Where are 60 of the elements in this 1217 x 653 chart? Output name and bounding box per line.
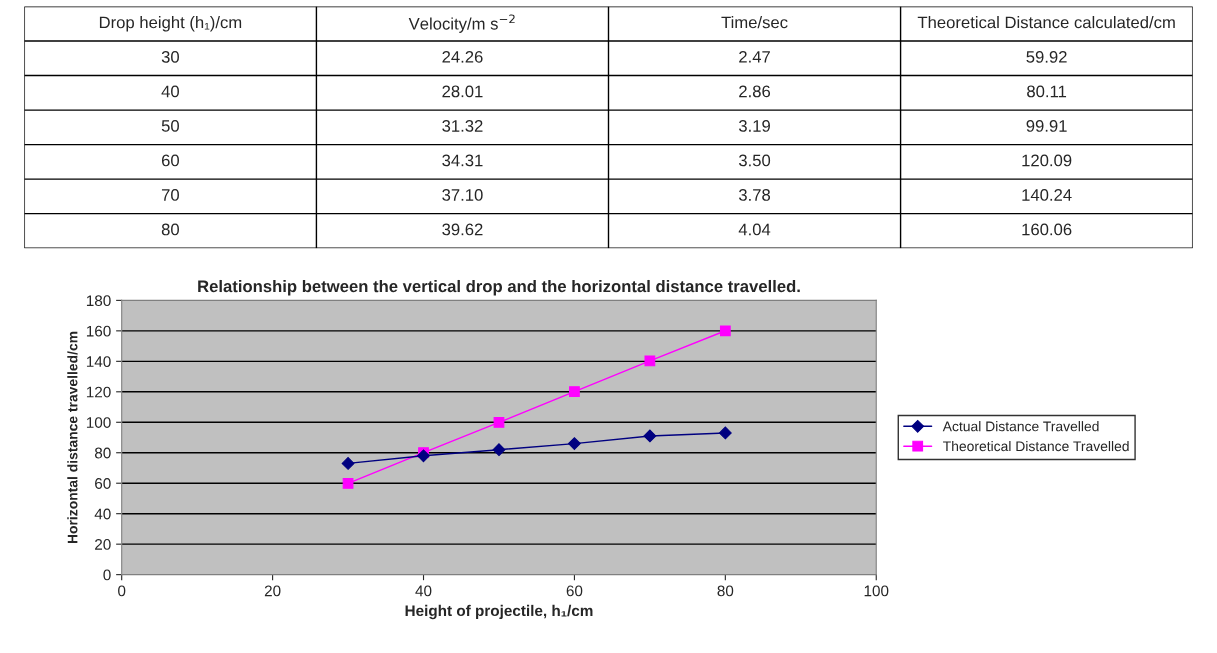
y-tick-label: 40: [94, 508, 111, 520]
text: 28.01: [442, 85, 483, 98]
text: 37.10: [442, 189, 483, 201]
y-tick-label: 100: [86, 417, 111, 428]
text: 4.04: [738, 223, 771, 236]
text: 24.26: [442, 50, 483, 63]
legend-label: Theoretical Distance Travelled: [943, 440, 1129, 452]
text: Theoretical Distance calculated/cm: [917, 16, 1175, 29]
chart-title: Relationship between the vertical drop and the horizontal distance travelled.: [198, 279, 800, 296]
y-tick-label: 140: [86, 356, 111, 368]
x-tick-label: 20: [264, 585, 281, 597]
y-axis-title: Horizontal distance travelled/cm: [67, 331, 78, 544]
point: [719, 325, 731, 337]
text: 34.31: [442, 154, 483, 167]
x-tick-label: 40: [415, 585, 432, 597]
point: [341, 457, 355, 470]
text: 3.78: [738, 189, 771, 201]
x-axis-title: Height of projectile, h₁/cm: [405, 604, 593, 620]
text: 99.91: [1026, 120, 1067, 132]
text: 40: [161, 85, 179, 98]
text: 3.50: [738, 154, 771, 167]
y-tick-label: 120: [86, 386, 111, 398]
y-tick-label: 0: [103, 569, 111, 581]
text: 160.06: [1022, 223, 1072, 236]
legend-label: Actual Distance Travelled: [942, 421, 1099, 432]
point: [493, 417, 505, 428]
text: 120.09: [1022, 154, 1072, 167]
text: 70: [161, 189, 179, 201]
y-tick-label: 80: [94, 447, 111, 459]
point: [492, 443, 506, 457]
text: 80.11: [1027, 85, 1067, 98]
text: 31.32: [442, 120, 483, 132]
text: 2.47: [739, 50, 770, 63]
x-tick-label: 0: [118, 585, 126, 597]
point: [568, 437, 581, 451]
point: [644, 355, 656, 367]
text: 59.92: [1026, 50, 1067, 63]
point: [718, 426, 732, 440]
text: 60: [161, 154, 179, 167]
text: 39.62: [442, 223, 483, 236]
x-tick-label: 80: [717, 585, 734, 597]
y-tick-label: 60: [95, 478, 111, 489]
text: Time/sec: [721, 16, 788, 29]
text: 80: [161, 223, 179, 236]
text: 50: [161, 120, 179, 132]
point: [417, 449, 430, 463]
point: [569, 386, 580, 398]
x-tick-label: 60: [566, 585, 583, 597]
point: [643, 429, 657, 443]
text: 3.19: [738, 120, 770, 132]
x-tick-label: 100: [864, 585, 889, 597]
point: [342, 477, 354, 489]
text: Drop height (h₁)/cm: [99, 16, 242, 32]
text: 140.24: [1022, 189, 1072, 201]
text: 30: [161, 50, 179, 63]
text: 2.86: [739, 85, 771, 98]
y-tick-label: 160: [86, 325, 111, 337]
y-tick-label: 180: [86, 295, 111, 307]
text: Velocity/m s$^{−2}$: [408, 14, 515, 33]
y-tick-label: 20: [95, 539, 111, 550]
